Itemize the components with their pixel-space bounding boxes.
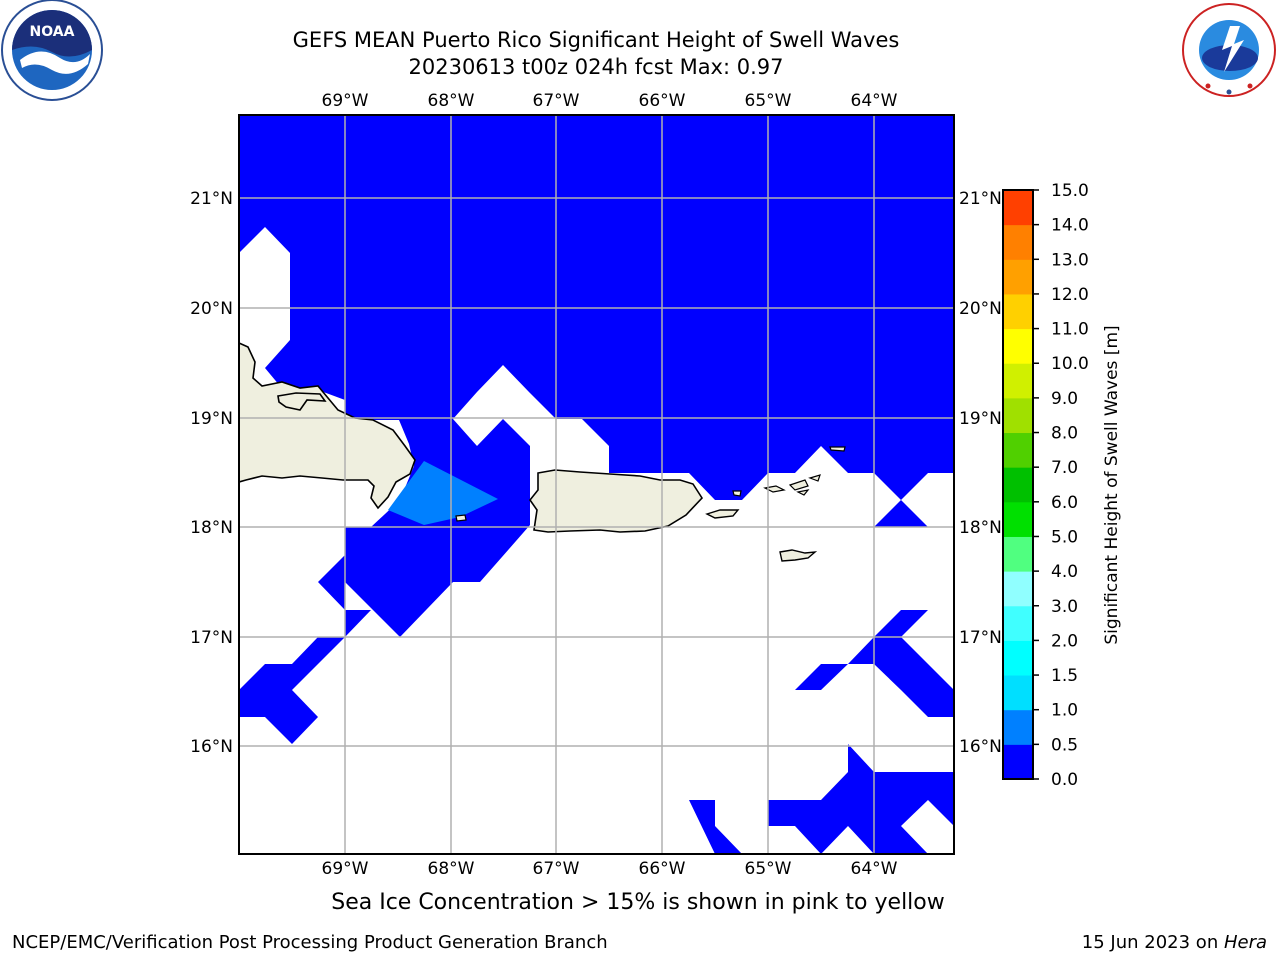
colorbar: 0.0 0.5 1.0 1.5 2.0 3.0 4.0 5.0 6.0 7.0 8.0 9.0 10.0…: [1002, 181, 1089, 790]
lat-labels-left: 21°N 20°N 19°N 18°N 17°N 16°N: [190, 189, 233, 757]
map-grid: [239, 115, 954, 854]
colorbar-swatch: [1003, 363, 1033, 399]
swell-field-southeast-2: [768, 744, 954, 854]
colorbar-swatch: [1003, 293, 1033, 330]
lat-label: 20°N: [959, 299, 1002, 319]
lat-label: 17°N: [190, 628, 233, 648]
colorbar-tick-label: 7.0: [1051, 458, 1078, 478]
lat-label: 17°N: [959, 628, 1002, 648]
colorbar-tick-label: 5.0: [1051, 527, 1078, 547]
colorbar-swatch: [1003, 744, 1033, 780]
vieques-land: [705, 509, 740, 519]
colorbar-swatch: [1003, 328, 1033, 364]
lat-label: 21°N: [959, 189, 1002, 209]
footer-right: 15 Jun 2023 on Hera: [1082, 932, 1267, 953]
lat-label: 19°N: [959, 409, 1002, 429]
colorbar-tick-label: 0.0: [1051, 770, 1078, 790]
colorbar-frame: [1002, 189, 1034, 780]
colorbar-tick-label: 13.0: [1051, 250, 1089, 270]
map-frame: [238, 114, 955, 855]
colorbar-swatch: [1003, 640, 1033, 676]
svg-text:NOAA: NOAA: [30, 24, 75, 40]
swell-field-southeast-3: [689, 800, 742, 854]
swell-field-mona: [388, 461, 498, 525]
anegada: [829, 446, 846, 452]
colorbar-swatch: [1003, 467, 1033, 503]
colorbar-tick-label: 3.0: [1051, 597, 1078, 617]
colorbar-tick-label: 10.0: [1051, 354, 1089, 374]
sea-ice-note: Sea Ice Concentration > 15% is shown in …: [331, 890, 945, 915]
colorbar-swatch: [1003, 536, 1033, 572]
colorbar-tick-label: 2.0: [1051, 631, 1078, 651]
colorbar-swatch: [1003, 190, 1033, 226]
lat-label: 18°N: [959, 518, 1002, 538]
chart-title: GEFS MEAN Puerto Rico Significant Height…: [196, 27, 996, 81]
lat-labels-right: 21°N 20°N 19°N 18°N 17°N 16°N: [959, 189, 1002, 757]
colorbar-tick-label: 11.0: [1051, 320, 1089, 340]
nws-logo-icon: [1182, 3, 1276, 97]
colorbar-tick-label: 6.0: [1051, 493, 1078, 513]
lon-label: 68°W: [428, 91, 475, 111]
colorbar-swatch: [1003, 259, 1033, 295]
colorbar-tick-label: 12.0: [1051, 285, 1089, 305]
colorbar-tick-label: 14.0: [1051, 216, 1089, 236]
title-line-2: 20230613 t00z 024h fcst Max: 0.97: [408, 55, 784, 79]
lat-label: 20°N: [190, 299, 233, 319]
lat-label: 18°N: [190, 518, 233, 538]
lon-label: 69°W: [322, 91, 369, 111]
colorbar-swatch: [1003, 675, 1033, 711]
virgin-islands: [763, 474, 821, 496]
lon-label: 64°W: [851, 91, 898, 111]
noaa-logo-icon: NOAA: [1, 0, 103, 101]
hispaniola-land: [239, 342, 416, 510]
lon-label: 69°W: [322, 859, 369, 879]
swell-field-southwest: [239, 555, 371, 744]
mona-island: [455, 514, 467, 522]
lon-label: 67°W: [533, 859, 580, 879]
colorbar-swatch: [1003, 709, 1033, 745]
lon-label: 65°W: [745, 859, 792, 879]
colorbar-tick-label: 4.0: [1051, 562, 1078, 582]
lon-label: 65°W: [745, 91, 792, 111]
colorbar-tick-label: 1.0: [1051, 701, 1078, 721]
lat-label: 19°N: [190, 409, 233, 429]
colorbar-swatch: [1003, 501, 1033, 537]
lat-label: 21°N: [190, 189, 233, 209]
lon-label: 67°W: [533, 91, 580, 111]
colorbar-tick-label: 8.0: [1051, 424, 1078, 444]
swell-field-southwest-2: [345, 527, 371, 555]
culebra: [732, 490, 742, 497]
colorbar-tick-label: 15.0: [1051, 181, 1089, 201]
colorbar-tick-label: 1.5: [1051, 666, 1078, 686]
colorbar-label: Significant Height of Swell Waves [m]: [1102, 325, 1122, 644]
lon-label: 64°W: [851, 859, 898, 879]
swell-field-east-1: [874, 500, 928, 527]
colorbar-swatch: [1003, 432, 1033, 468]
puerto-rico-land: [529, 469, 704, 533]
lat-label: 16°N: [959, 737, 1002, 757]
colorbar-tick-label: 0.5: [1051, 735, 1078, 755]
lat-label: 16°N: [190, 737, 233, 757]
footer-host: Hera: [1223, 932, 1267, 953]
lon-label: 66°W: [639, 859, 686, 879]
st-croix: [779, 549, 818, 562]
colorbar-swatch: [1003, 571, 1033, 607]
hispaniola-peninsula: [277, 392, 327, 411]
lon-label: 66°W: [639, 91, 686, 111]
colorbar-swatch: [1003, 224, 1033, 260]
colorbar-swatch: [1003, 397, 1033, 434]
lon-labels-top: 69°W 68°W 67°W 66°W 65°W 64°W: [322, 91, 898, 111]
title-line-1: GEFS MEAN Puerto Rico Significant Height…: [292, 28, 900, 52]
footer-left: NCEP/EMC/Verification Post Processing Pr…: [12, 932, 608, 953]
footer-date: 15 Jun 2023 on: [1081, 932, 1224, 953]
lon-labels-bottom: 69°W 68°W 67°W 66°W 65°W 64°W: [322, 859, 898, 879]
colorbar-tick-label: 9.0: [1051, 389, 1078, 409]
lon-label: 68°W: [428, 859, 475, 879]
colorbar-swatch: [1003, 605, 1033, 641]
